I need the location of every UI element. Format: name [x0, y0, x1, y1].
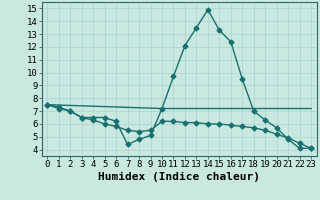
X-axis label: Humidex (Indice chaleur): Humidex (Indice chaleur) [98, 172, 260, 182]
